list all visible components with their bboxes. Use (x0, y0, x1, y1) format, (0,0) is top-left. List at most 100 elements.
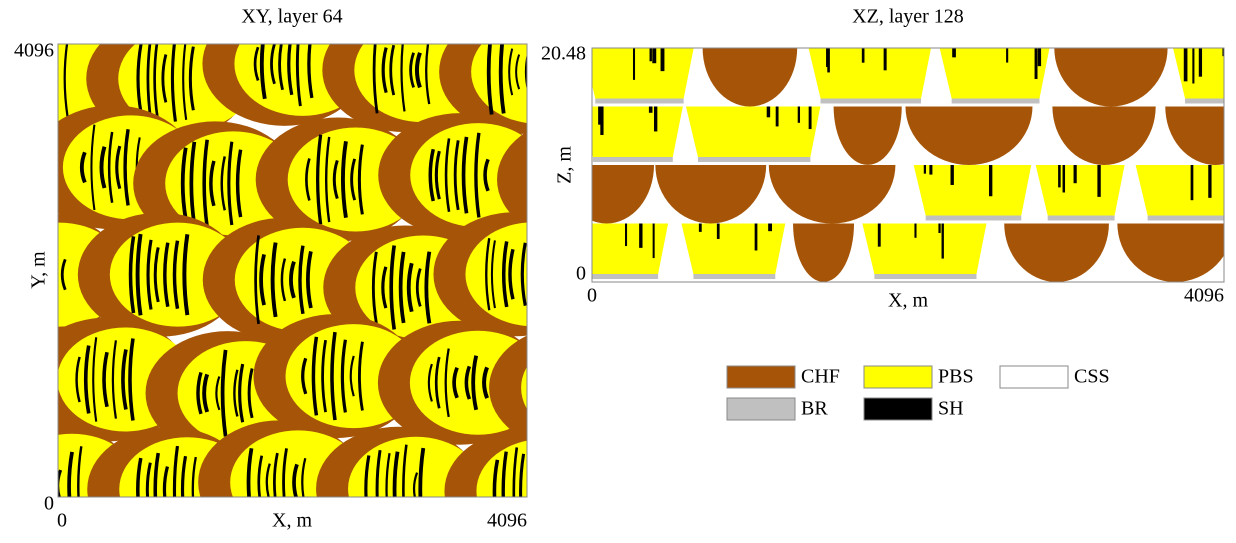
shale-streak (767, 107, 770, 118)
legend-label: BR (801, 398, 828, 420)
shale-streak (699, 224, 702, 232)
shale-streak (938, 224, 940, 234)
shale-streak (551, 456, 554, 527)
point-bar (1036, 165, 1125, 216)
shale-streak (650, 48, 652, 61)
shale-streak (1184, 48, 1188, 81)
shale-streak (600, 107, 603, 135)
xy-map (0, 2, 665, 538)
legend-swatch (727, 366, 795, 388)
legend-swatch (1000, 366, 1068, 388)
shale-streak (929, 165, 932, 175)
shale-streak (1097, 165, 1100, 197)
bar-deposit (1148, 216, 1236, 221)
legend-swatch (727, 398, 795, 420)
shale-streak (652, 48, 656, 63)
shale-streak (539, 256, 542, 292)
legend-label: PBS (938, 366, 974, 388)
xz-map (559, 48, 1236, 282)
shale-streak (633, 48, 635, 80)
channel-fill (1165, 107, 1236, 166)
shale-streak (952, 48, 956, 57)
shale-streak (1208, 165, 1211, 198)
y-axis-label: Z, m (554, 146, 576, 184)
x-axis-label: X, m (888, 290, 928, 312)
shale-streak (625, 224, 627, 247)
shale-streak (539, 455, 542, 527)
shale-streak (809, 107, 812, 130)
y-tick-label: 0 (44, 493, 54, 515)
point-bar (1173, 48, 1236, 99)
panel-title: XZ, layer 128 (852, 6, 964, 28)
shale-streak (24, 461, 27, 510)
shale-streak (1227, 165, 1231, 178)
shale-streak (1058, 165, 1061, 187)
shale-streak (884, 48, 887, 70)
shale-streak (595, 350, 598, 426)
channel-fill (793, 224, 854, 282)
bar-deposit (595, 99, 683, 104)
x-tick-label: 4096 (487, 510, 527, 532)
x-tick-label: 0 (587, 285, 597, 307)
shale-streak (951, 165, 954, 185)
bar-deposit (585, 274, 658, 279)
bar-deposit (821, 99, 921, 104)
shale-streak (661, 48, 665, 71)
shale-streak (649, 107, 653, 113)
shale-streak (11, 230, 14, 318)
shale-streak (942, 224, 944, 259)
shale-streak (583, 224, 586, 253)
shale-streak (653, 224, 655, 259)
y-tick-label: 4096 (14, 40, 54, 62)
shale-streak (550, 350, 553, 425)
point-bar (521, 336, 657, 440)
shale-streak (878, 224, 881, 247)
y-axis-label: Y, m (28, 251, 50, 289)
shale-streak (567, 364, 570, 412)
channel-fill (769, 165, 896, 224)
x-tick-label: 0 (57, 510, 67, 532)
bar-deposit (593, 157, 673, 162)
shale-streak (54, 247, 57, 302)
legend-label: SH (938, 398, 964, 420)
channel-fill (905, 107, 1032, 166)
shale-streak (755, 224, 758, 251)
channel-fill (1117, 224, 1233, 283)
shale-streak (862, 48, 865, 63)
point-bar (862, 224, 986, 275)
bar-deposit (952, 99, 1040, 104)
shale-streak (550, 163, 553, 195)
shale-streak (1006, 48, 1008, 63)
shale-streak (654, 107, 657, 132)
shale-streak (826, 48, 829, 67)
bar-deposit (1185, 99, 1234, 104)
shale-streak (798, 107, 800, 123)
shale-streak (1199, 48, 1202, 77)
shale-streak (578, 347, 581, 429)
channel-fill (1004, 224, 1109, 283)
shale-streak (639, 224, 642, 248)
x-axis-label: X, m (272, 510, 312, 532)
point-bar (581, 107, 683, 158)
shale-streak (717, 224, 720, 239)
shale-streak (1192, 48, 1194, 83)
shale-streak (776, 107, 779, 127)
channel-fill (655, 165, 766, 223)
shale-streak (1191, 165, 1194, 200)
shale-streak (1035, 48, 1038, 79)
shale-streak (924, 165, 926, 174)
shale-streak (540, 372, 543, 404)
shale-streak (598, 107, 601, 125)
legend-label: CHF (801, 366, 840, 388)
point-bar (940, 48, 1050, 99)
shale-streak (30, 445, 33, 526)
shale-streak (532, 455, 535, 527)
point-bar (686, 107, 820, 158)
bar-deposit (926, 216, 1022, 221)
shale-streak (989, 165, 992, 196)
point-bar (1136, 165, 1236, 216)
shale-streak (531, 238, 534, 310)
bar-deposit (698, 157, 810, 162)
y-tick-label: 20.48 (541, 43, 586, 65)
shale-streak (914, 224, 916, 238)
